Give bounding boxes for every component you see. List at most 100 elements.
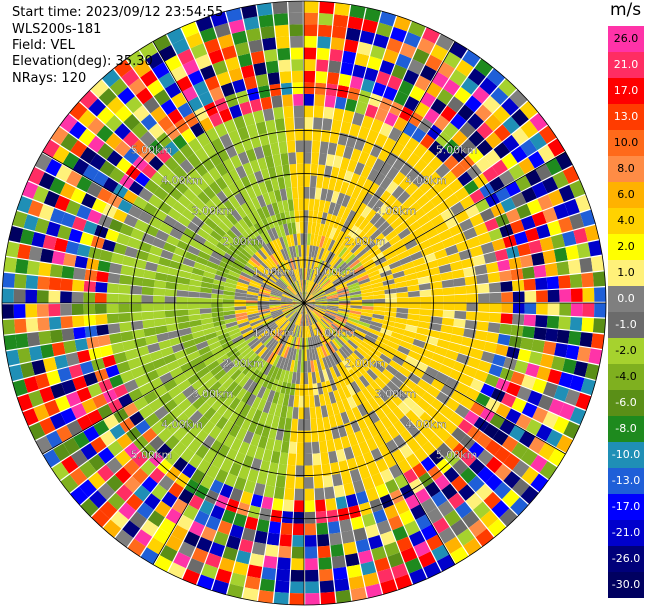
velocity-gate xyxy=(331,190,340,204)
velocity-gate xyxy=(304,337,307,350)
velocity-gate xyxy=(265,322,276,331)
velocity-gate xyxy=(431,241,445,253)
velocity-gate xyxy=(330,543,344,558)
velocity-gate xyxy=(379,59,395,75)
velocity-gate xyxy=(128,388,144,402)
velocity-gate xyxy=(97,482,116,501)
velocity-gate xyxy=(579,257,593,273)
velocity-gate xyxy=(299,314,303,326)
velocity-gate xyxy=(319,440,328,454)
velocity-gate xyxy=(235,341,248,351)
velocity-gate xyxy=(295,303,304,311)
velocity-gate xyxy=(223,310,236,316)
velocity-gate xyxy=(254,344,266,355)
velocity-gate xyxy=(257,346,268,358)
velocity-gate xyxy=(373,216,386,229)
velocity-gate xyxy=(283,273,292,285)
velocity-gate xyxy=(133,435,149,451)
velocity-gate xyxy=(418,551,436,568)
velocity-gate xyxy=(398,80,414,96)
velocity-gate xyxy=(25,304,38,318)
velocity-gate xyxy=(245,366,257,379)
velocity-gate xyxy=(272,239,281,252)
velocity-gate xyxy=(253,222,264,235)
velocity-gate xyxy=(374,133,388,148)
velocity-gate xyxy=(397,458,412,474)
velocity-gate xyxy=(399,509,415,526)
velocity-gate xyxy=(386,380,399,393)
velocity-gate xyxy=(416,327,429,336)
velocity-gate xyxy=(197,191,211,205)
velocity-gate xyxy=(103,414,119,430)
velocity-gate xyxy=(419,309,432,316)
velocity-gate xyxy=(134,219,149,233)
velocity-gate xyxy=(536,303,548,315)
velocity-gate xyxy=(338,232,348,245)
velocity-gate xyxy=(281,298,293,302)
velocity-gate xyxy=(435,163,451,179)
velocity-gate xyxy=(316,259,323,272)
velocity-gate xyxy=(141,476,158,493)
velocity-gate xyxy=(165,534,183,552)
velocity-gate xyxy=(257,330,268,340)
velocity-gate xyxy=(132,467,149,485)
velocity-gate xyxy=(283,499,294,512)
velocity-gate xyxy=(367,396,380,410)
velocity-gate xyxy=(413,143,428,159)
velocity-gate xyxy=(268,521,281,535)
velocity-gate xyxy=(289,270,296,282)
velocity-gate xyxy=(209,439,223,454)
velocity-gate xyxy=(251,541,266,556)
velocity-gate xyxy=(336,448,347,462)
velocity-gate xyxy=(546,429,563,448)
velocity-gate xyxy=(169,336,183,347)
velocity-gate xyxy=(469,245,484,258)
velocity-gate xyxy=(564,198,580,216)
velocity-gate xyxy=(358,375,370,388)
velocity-gate xyxy=(222,294,235,300)
velocity-gate xyxy=(138,382,154,396)
velocity-gate xyxy=(296,294,304,303)
velocity-gate xyxy=(265,337,275,349)
range-ring-label: 3.00km xyxy=(192,204,234,217)
velocity-gate xyxy=(336,85,349,99)
velocity-gate xyxy=(87,382,103,398)
velocity-gate xyxy=(190,273,203,282)
velocity-gate xyxy=(292,523,304,536)
velocity-gate xyxy=(240,202,252,216)
velocity-gate xyxy=(324,330,334,341)
velocity-gate xyxy=(308,281,315,293)
velocity-gate xyxy=(262,318,274,327)
velocity-gate xyxy=(326,509,339,523)
velocity-gate xyxy=(149,245,163,257)
velocity-gate xyxy=(301,314,304,327)
velocity-gate xyxy=(348,354,359,366)
velocity-gate xyxy=(524,227,540,242)
velocity-gate xyxy=(365,104,379,119)
velocity-gate xyxy=(316,347,322,360)
velocity-gate xyxy=(332,228,341,241)
velocity-gate xyxy=(285,234,292,247)
velocity-gate xyxy=(269,241,278,253)
velocity-gate xyxy=(153,295,165,303)
velocity-gate xyxy=(258,310,271,316)
velocity-gate xyxy=(265,258,275,269)
velocity-gate xyxy=(146,537,165,555)
velocity-gate xyxy=(271,366,280,379)
velocity-gate xyxy=(199,297,212,303)
velocity-gate xyxy=(163,379,178,392)
velocity-gate xyxy=(353,162,365,176)
velocity-gate xyxy=(469,189,485,204)
velocity-gate xyxy=(485,473,503,492)
velocity-gate xyxy=(20,362,35,379)
velocity-gate xyxy=(338,332,350,342)
velocity-gate xyxy=(36,290,49,303)
velocity-gate xyxy=(430,44,449,61)
velocity-gate xyxy=(79,232,94,246)
velocity-gate xyxy=(304,47,317,60)
velocity-gate xyxy=(282,429,291,442)
velocity-gate xyxy=(440,324,454,334)
velocity-gate xyxy=(190,469,206,485)
velocity-gate xyxy=(177,194,192,208)
velocity-gate xyxy=(187,558,205,575)
